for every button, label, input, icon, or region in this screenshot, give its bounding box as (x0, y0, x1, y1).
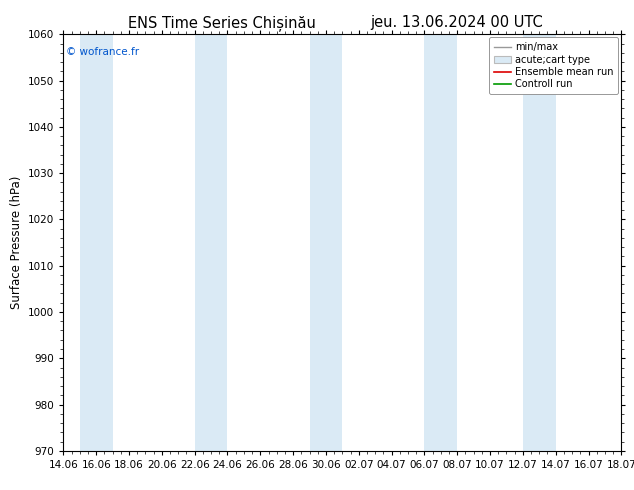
Legend: min/max, acute;cart type, Ensemble mean run, Controll run: min/max, acute;cart type, Ensemble mean … (489, 37, 618, 94)
Bar (309, 34, 342, 451)
Text: ENS Time Series Chișinău: ENS Time Series Chișinău (128, 15, 316, 30)
Bar (523, 34, 555, 451)
Bar (195, 34, 228, 451)
Text: jeu. 13.06.2024 00 UTC: jeu. 13.06.2024 00 UTC (370, 15, 543, 30)
Text: © wofrance.fr: © wofrance.fr (66, 47, 139, 57)
Bar (80, 34, 113, 451)
Bar (424, 34, 457, 451)
Y-axis label: Surface Pressure (hPa): Surface Pressure (hPa) (10, 176, 23, 309)
